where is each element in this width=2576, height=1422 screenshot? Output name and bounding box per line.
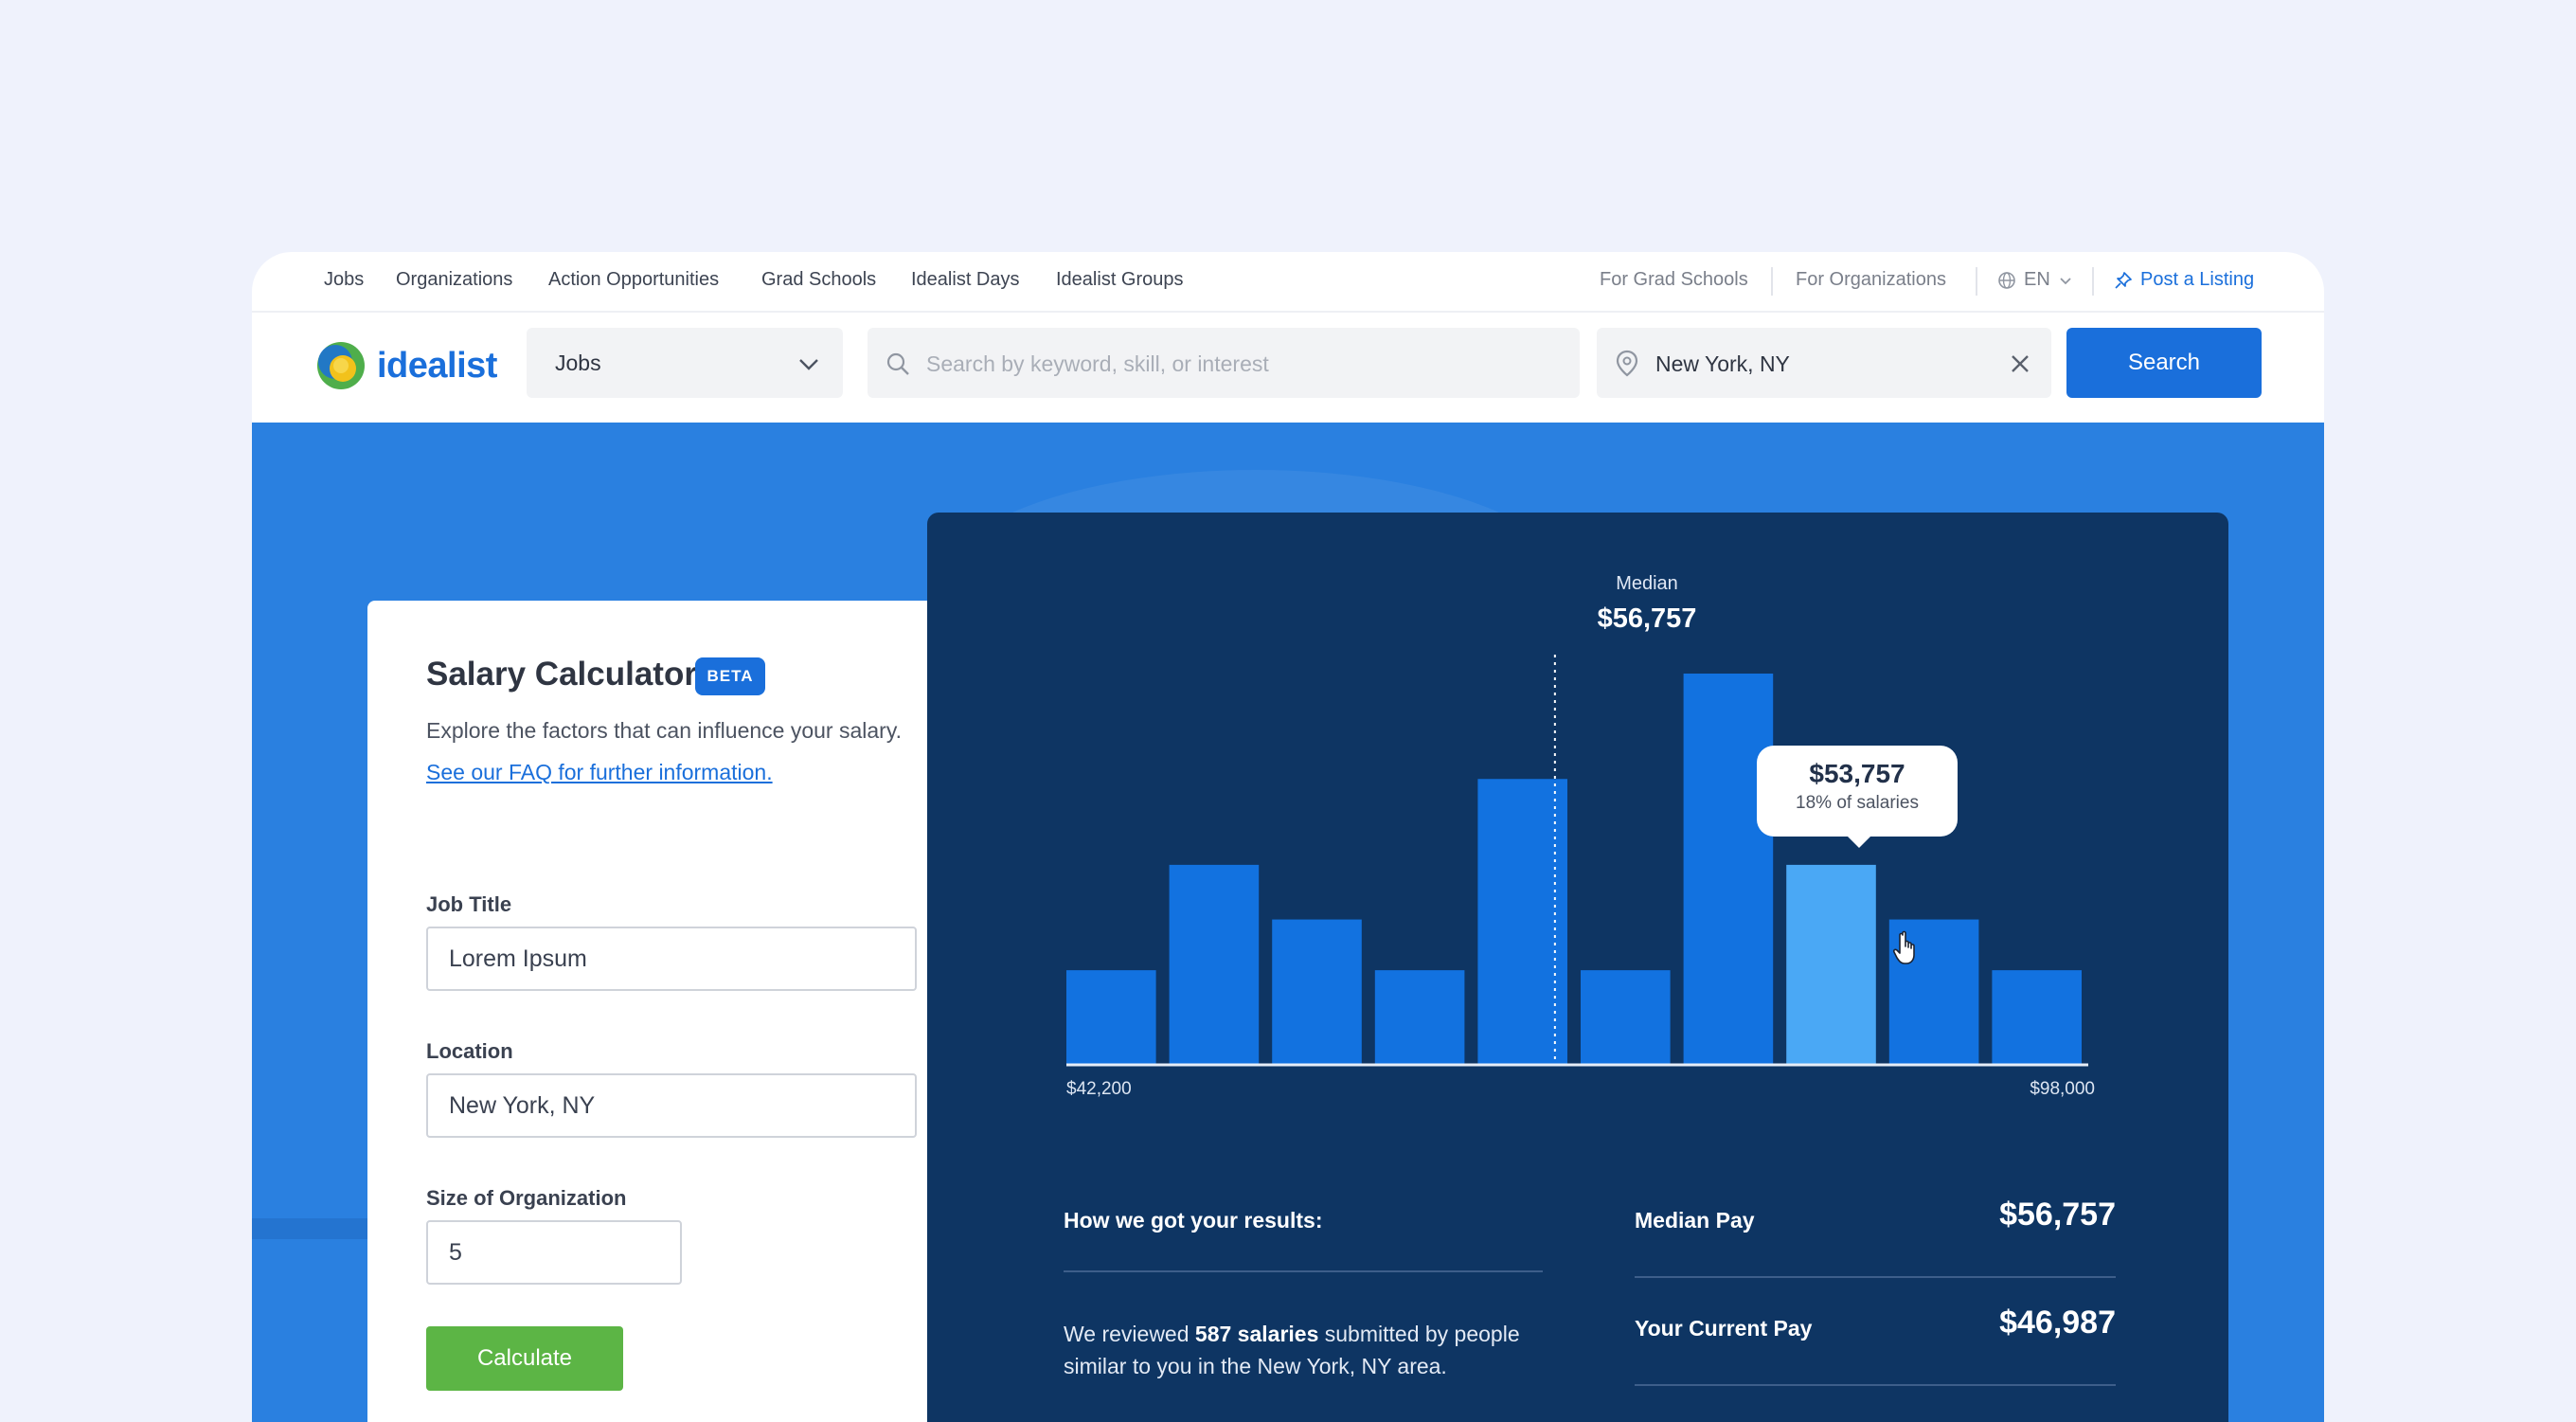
location-label: Location bbox=[426, 1039, 513, 1063]
median-pay-stat: Median Pay $56,757 bbox=[1635, 1168, 2116, 1278]
nav-organizations[interactable]: Organizations bbox=[396, 269, 513, 290]
current-pay-label: Your Current Pay bbox=[1635, 1316, 1813, 1341]
histogram-bar[interactable] bbox=[1272, 919, 1362, 1064]
tooltip-value: $53,757 bbox=[1809, 759, 1905, 788]
job-title-label: Job Title bbox=[426, 892, 512, 916]
globe-icon bbox=[1998, 271, 2015, 289]
job-title-input[interactable] bbox=[426, 927, 917, 991]
language-selector[interactable]: EN bbox=[1997, 269, 2073, 291]
idealist-logo-icon bbox=[317, 342, 365, 389]
how-results-title: How we got your results: bbox=[1064, 1208, 1323, 1233]
nav-action-opportunities[interactable]: Action Opportunities bbox=[548, 269, 720, 290]
tooltip-percent: 18% of salaries bbox=[1796, 793, 1919, 813]
salary-histogram bbox=[1066, 655, 2088, 1067]
location-search bbox=[1597, 328, 2051, 398]
histogram-bar[interactable] bbox=[1374, 970, 1465, 1064]
location-search-input[interactable] bbox=[1654, 345, 1979, 383]
location-pin-icon bbox=[1616, 350, 1638, 377]
keyword-search bbox=[868, 328, 1580, 398]
hero-background-band bbox=[252, 1218, 385, 1239]
org-size-input[interactable] bbox=[426, 1220, 682, 1285]
close-icon[interactable] bbox=[2010, 353, 2030, 374]
current-pay-value: $46,987 bbox=[1999, 1305, 2116, 1341]
nav-for-organizations[interactable]: For Organizations bbox=[1796, 269, 1946, 290]
category-select[interactable]: Jobs bbox=[527, 328, 843, 398]
how-results-text: We reviewed 587 salaries submitted by pe… bbox=[1064, 1318, 1556, 1382]
pin-icon bbox=[2115, 271, 2132, 289]
histogram-bar[interactable] bbox=[1581, 970, 1671, 1064]
category-select-value: Jobs bbox=[555, 351, 601, 375]
nav-divider bbox=[1976, 267, 1977, 296]
chevron-down-icon bbox=[2060, 277, 2071, 284]
idealist-logo[interactable]: idealist bbox=[314, 339, 497, 392]
location-input[interactable] bbox=[426, 1073, 917, 1138]
salary-count: 587 salaries bbox=[1194, 1322, 1319, 1346]
nav-grad-schools[interactable]: Grad Schools bbox=[761, 269, 877, 290]
search-header: idealist Jobs Search bbox=[252, 313, 2324, 423]
nav-idealist-days[interactable]: Idealist Days bbox=[911, 269, 1020, 290]
nav-jobs[interactable]: Jobs bbox=[324, 269, 365, 290]
search-icon bbox=[886, 352, 909, 375]
histogram-bar[interactable] bbox=[1477, 779, 1567, 1064]
nav-divider bbox=[1771, 267, 1773, 296]
salary-tooltip: $53,757 18% of salaries bbox=[1757, 746, 1958, 848]
faq-link[interactable]: See our FAQ for further information. bbox=[426, 760, 773, 784]
calculator-description: Explore the factors that can influence y… bbox=[426, 718, 903, 743]
histogram-bar[interactable] bbox=[1992, 970, 2082, 1064]
language-label: EN bbox=[2024, 269, 2050, 290]
median-pay-value: $56,757 bbox=[1999, 1197, 2116, 1233]
post-listing-link[interactable]: Post a Listing bbox=[2114, 269, 2254, 291]
nav-idealist-groups[interactable]: Idealist Groups bbox=[1056, 269, 1184, 290]
nav-divider bbox=[2092, 267, 2094, 296]
histogram-bar[interactable] bbox=[1066, 970, 1156, 1064]
top-nav: Jobs Organizations Action Opportunities … bbox=[252, 252, 2324, 313]
median-value: $56,757 bbox=[1597, 603, 1697, 634]
keyword-search-input[interactable] bbox=[924, 345, 1553, 383]
how-results-prefix: We reviewed bbox=[1064, 1322, 1195, 1346]
histogram-bar[interactable] bbox=[1786, 864, 1876, 1064]
hero-section: Salary Calculator BETA Explore the facto… bbox=[252, 423, 2324, 1422]
histogram-bar[interactable] bbox=[1683, 674, 1774, 1064]
logo-text: idealist bbox=[377, 345, 497, 386]
calculator-title: Salary Calculator bbox=[426, 656, 697, 693]
browser-frame: Jobs Organizations Action Opportunities … bbox=[252, 252, 2324, 1422]
calculate-button[interactable]: Calculate bbox=[426, 1326, 623, 1391]
post-listing-label: Post a Listing bbox=[2140, 269, 2255, 290]
x-axis-max-label: $98,000 bbox=[2030, 1079, 2095, 1099]
median-pay-label: Median Pay bbox=[1635, 1208, 1755, 1233]
chevron-down-icon bbox=[799, 359, 818, 370]
salary-calculator-card: Salary Calculator BETA Explore the facto… bbox=[367, 601, 975, 1422]
search-button[interactable]: Search bbox=[2066, 328, 2262, 398]
results-panel: Median $56,757 $53,757 18% of salaries $… bbox=[927, 513, 2228, 1422]
current-pay-stat: Your Current Pay $46,987 bbox=[1635, 1276, 2116, 1386]
divider bbox=[1064, 1270, 1543, 1272]
nav-for-grad-schools[interactable]: For Grad Schools bbox=[1600, 269, 1748, 290]
x-axis-min-label: $42,200 bbox=[1066, 1079, 1132, 1099]
histogram-bar[interactable] bbox=[1169, 864, 1260, 1064]
hand-cursor-icon bbox=[1892, 930, 1915, 964]
beta-badge: BETA bbox=[695, 657, 765, 695]
median-label: Median bbox=[1616, 573, 1678, 594]
how-results-suffix: submitted by people similar to you in th… bbox=[1064, 1322, 1520, 1378]
org-size-label: Size of Organization bbox=[426, 1186, 627, 1210]
